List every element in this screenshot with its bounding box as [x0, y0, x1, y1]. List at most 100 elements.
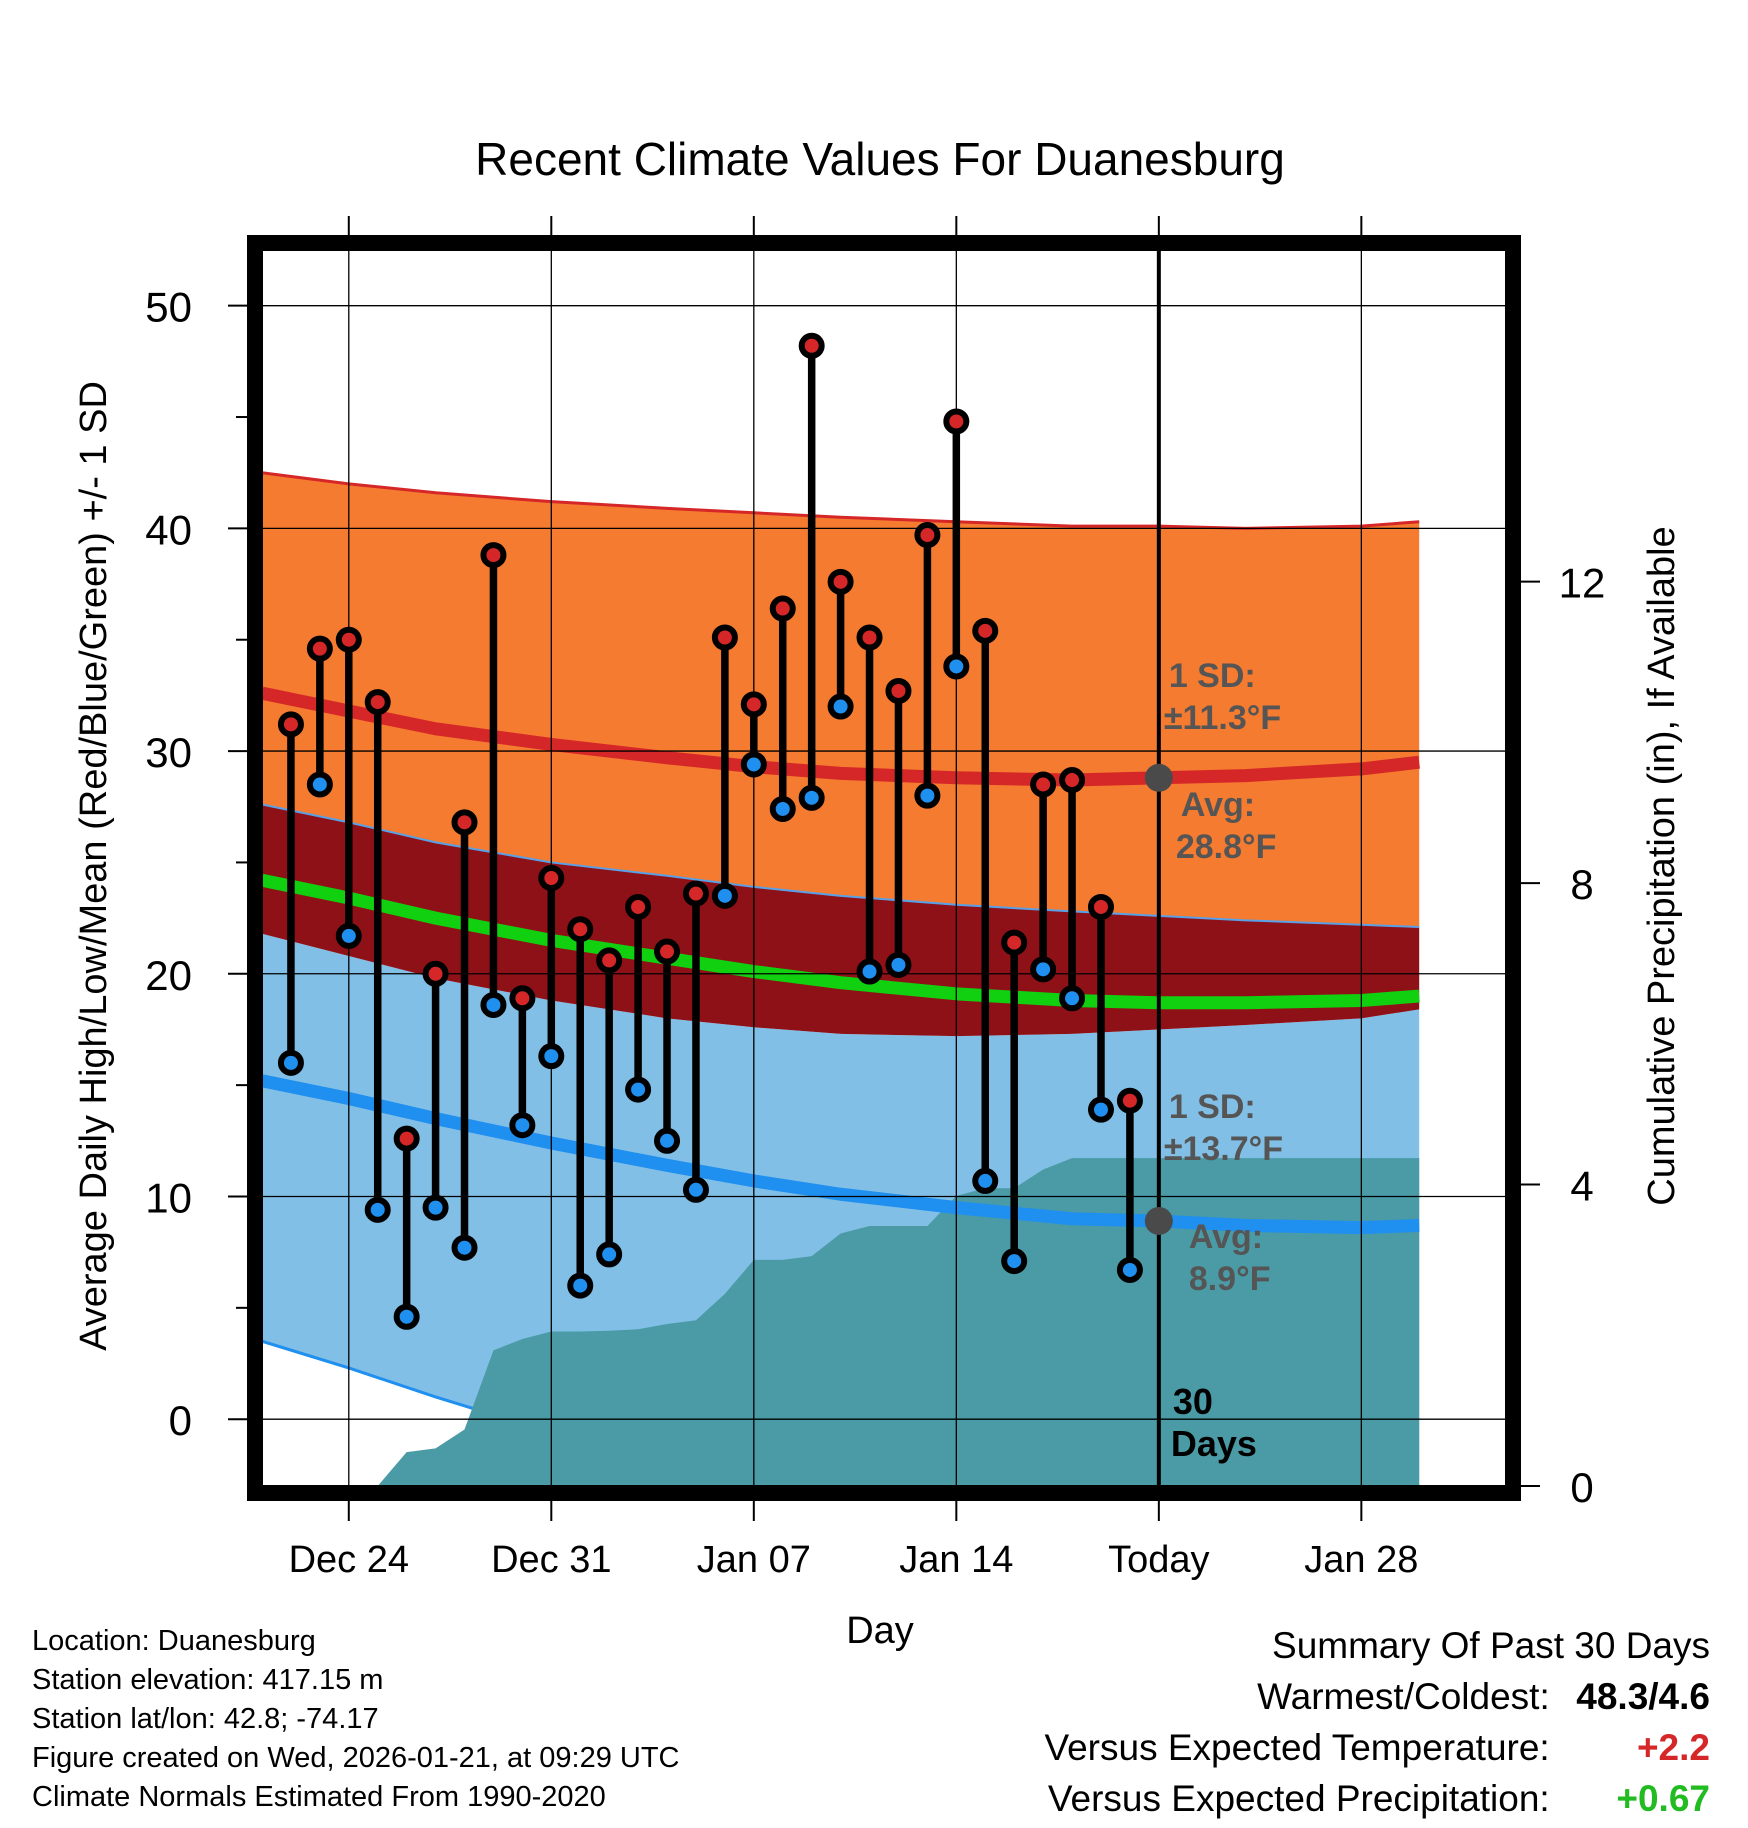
daily-low-point: [364, 1196, 391, 1223]
low-avg-value: 8.9°F: [1189, 1260, 1271, 1298]
daily-high-point: [509, 985, 536, 1012]
y-tick-label: 40: [145, 506, 192, 553]
y-tick-label: 30: [145, 729, 192, 776]
daily-low-point: [798, 784, 825, 811]
station-info: Location: Duanesburg Station elevation: …: [32, 1622, 680, 1817]
daily-high-point: [943, 408, 970, 435]
low-lower-edge: [262, 1339, 726, 1486]
window-days-unit: Days: [1171, 1423, 1257, 1464]
daily-low-point: [856, 958, 883, 985]
daily-low-point: [885, 951, 912, 978]
high-lower-edge: [262, 803, 1420, 929]
low-avg-marker: [1144, 1206, 1173, 1235]
daily-low-point: [335, 922, 362, 949]
daily-low-point: [277, 1049, 304, 1076]
low-avg-label: Avg:: [1189, 1218, 1263, 1256]
daily-high-point: [364, 689, 391, 716]
elevation-text: Station elevation: 417.15 m: [32, 1664, 384, 1696]
high-avg-marker: [1144, 763, 1173, 792]
daily-low-point: [393, 1303, 420, 1330]
temp-anomaly-value: +2.2: [1636, 1727, 1710, 1768]
daily-low-point: [422, 1194, 449, 1221]
window-days-number: 30: [1173, 1381, 1213, 1422]
daily-high-point: [393, 1125, 420, 1152]
annotations: 1 SD: ±11.3°F Avg: 28.8°F 1 SD: ±13.7°F Avg: 8.…: [1164, 657, 1283, 1464]
x-tick-label: Dec 31: [491, 1539, 611, 1581]
daily-high-point: [277, 711, 304, 738]
daily-low-point: [509, 1112, 536, 1139]
normals-text: Climate Normals Estimated From 1990-2020: [32, 1781, 606, 1813]
warmest-coldest-row: Warmest/Coldest: 48.3/4.6: [1044, 1671, 1710, 1722]
daily-low-point: [596, 1241, 623, 1268]
x-tick-label: Jan 28: [1304, 1539, 1418, 1581]
y-axis-label: Average Daily High/Low/Mean (Red/Blue/Gr…: [73, 381, 115, 1351]
x-tick-label: Jan 07: [697, 1539, 811, 1581]
normal-mean-line: [262, 873, 1420, 1010]
daily-low-point: [827, 693, 854, 720]
y2-tick-label: 0: [1570, 1464, 1593, 1511]
x-tick-label: Today: [1108, 1539, 1209, 1581]
y-tick-label: 10: [145, 1174, 192, 1221]
temp-anomaly-label: Versus Expected Temperature:: [1044, 1727, 1550, 1768]
daily-high-point: [451, 809, 478, 836]
daily-high-point: [1116, 1087, 1143, 1114]
daily-low-point: [1059, 985, 1086, 1012]
daily-low-point: [451, 1234, 478, 1261]
chart-title: Recent Climate Values For Duanesburg: [475, 133, 1285, 185]
daily-low-point: [943, 653, 970, 680]
normal-high-line: [262, 686, 1420, 787]
daily-low-point: [1001, 1248, 1028, 1275]
daily-low-point: [972, 1167, 999, 1194]
daily-high-point: [480, 542, 507, 569]
daily-low-point: [769, 795, 796, 822]
daily-high-point: [798, 332, 825, 359]
daily-low-point: [1116, 1256, 1143, 1283]
daily-high-point: [972, 617, 999, 644]
daily-low-point: [1030, 956, 1057, 983]
daily-low-point: [711, 882, 738, 909]
daily-low-point: [306, 771, 333, 798]
daily-high-point: [827, 568, 854, 595]
daily-high-point: [914, 522, 941, 549]
low-sd-value: ±13.7°F: [1164, 1130, 1283, 1168]
daily-high-point: [625, 893, 652, 920]
daily-high-point: [596, 947, 623, 974]
high-avg-value: 28.8°F: [1176, 828, 1277, 866]
daily-low-point: [682, 1176, 709, 1203]
daily-stems: [277, 332, 1143, 1330]
axes: 0 10 20 30 40 50 0 4 8 12 Dec 24 Dec 31 Jan 07 Jan 14…: [145, 216, 1605, 1581]
daily-high-point: [422, 960, 449, 987]
daily-high-point: [335, 626, 362, 653]
high-sd-value: ±11.3°F: [1164, 699, 1281, 737]
summary-title: Summary Of Past 30 Days: [1272, 1625, 1710, 1666]
low-sd-label: 1 SD:: [1169, 1088, 1256, 1126]
y-tick-label: 0: [169, 1397, 192, 1444]
daily-low-point: [740, 751, 767, 778]
daily-low-point: [914, 782, 941, 809]
y-tick-label: 50: [145, 284, 192, 331]
precip-anomaly-row: Versus Expected Precipitation: +0.67: [1044, 1773, 1710, 1824]
y2-axis-label: Cumulative Precipitation (in), If Availa…: [1641, 526, 1683, 1205]
daily-high-point: [1059, 767, 1086, 794]
daily-high-point: [306, 635, 333, 662]
daily-low-point: [625, 1076, 652, 1103]
x-axis-label: Day: [846, 1610, 914, 1652]
y2-tick-label: 4: [1570, 1163, 1593, 1210]
x-tick-label: Jan 14: [899, 1539, 1013, 1581]
daily-high-point: [740, 691, 767, 718]
precip-anomaly-label: Versus Expected Precipitation:: [1047, 1778, 1550, 1819]
y2-tick-label: 12: [1559, 560, 1606, 607]
y2-tick-label: 8: [1570, 861, 1593, 908]
plot-clip-group: [262, 250, 1506, 1486]
precip-anomaly-value: +0.67: [1616, 1778, 1710, 1819]
daily-high-point: [538, 865, 565, 892]
high-avg-label: Avg:: [1181, 786, 1255, 824]
created-text: Figure created on Wed, 2026-01-21, at 09…: [32, 1742, 680, 1774]
daily-low-point: [654, 1127, 681, 1154]
daily-high-point: [856, 624, 883, 651]
daily-high-point: [769, 595, 796, 622]
temp-anomaly-row: Versus Expected Temperature: +2.2: [1044, 1722, 1710, 1773]
plot-frame: [247, 235, 1521, 1501]
location-text: Location: Duanesburg: [32, 1625, 316, 1657]
